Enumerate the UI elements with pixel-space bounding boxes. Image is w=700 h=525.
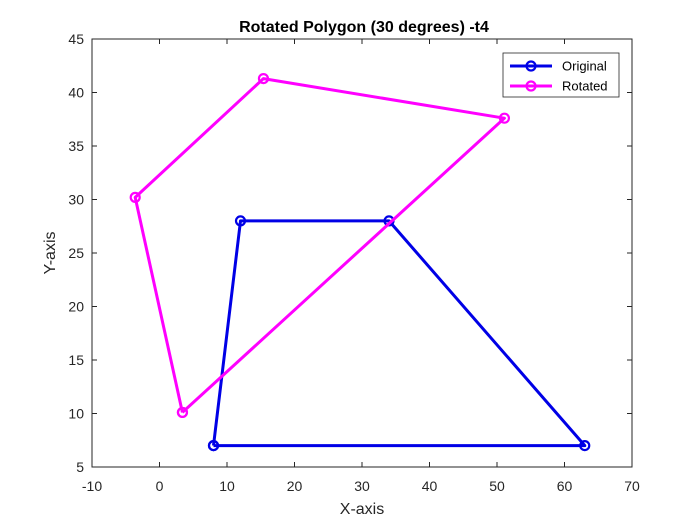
x-tick-label: 40: [422, 478, 438, 494]
series-line-rotated: [133, 77, 506, 414]
data-point-original: [579, 440, 591, 452]
chart-title: Rotated Polygon (30 degrees) -t4: [239, 19, 489, 36]
legend: Original Rotated: [502, 52, 620, 98]
x-tick-label: 0: [156, 478, 164, 494]
x-tick-label: 30: [354, 478, 370, 494]
x-axis-label: X-axis: [340, 501, 384, 518]
y-tick-label: 5: [76, 459, 84, 475]
x-tick-label: 20: [287, 478, 303, 494]
legend-marker-original: [525, 60, 537, 72]
y-axis-label: Y-axis: [42, 232, 59, 275]
data-point-original: [234, 215, 247, 227]
y-tick-label: 35: [68, 138, 84, 154]
y-tick-label: 20: [68, 299, 84, 315]
x-tick-label: 70: [624, 478, 640, 494]
data-point-rotated: [129, 191, 141, 203]
data-point-original: [207, 440, 220, 452]
legend-marker-rotated: [525, 80, 537, 92]
y-tick-label: 25: [68, 245, 84, 261]
y-tick-label: 45: [68, 31, 84, 47]
series-line-original: [212, 219, 587, 448]
legend-box: [502, 52, 620, 98]
axes-box: [91, 38, 633, 468]
series-layer: [129, 72, 591, 452]
axis-ticks: -10 0 10 20 30 40 50 60 70 5 10 15 20 25 30 35 40 45: [68, 31, 640, 494]
y-tick-label: 15: [68, 352, 84, 368]
x-tick-label: 50: [489, 478, 505, 494]
x-tick-label: 10: [219, 478, 235, 494]
y-tick-label: 40: [68, 85, 84, 101]
plot-area: -10 0 10 20 30 40 50 60 70 5 10 15 20 25 30 35 40 45: [68, 31, 640, 494]
data-point-rotated: [498, 112, 511, 124]
x-tick-label: -10: [82, 478, 102, 494]
data-point-rotated: [176, 406, 189, 419]
x-tick-label: 60: [557, 478, 573, 494]
y-tick-label: 30: [68, 192, 84, 208]
legend-label-original: Original: [562, 59, 607, 74]
y-tick-label: 10: [68, 406, 84, 422]
data-point-rotated: [257, 72, 270, 85]
legend-label-rotated: Rotated: [562, 79, 608, 94]
